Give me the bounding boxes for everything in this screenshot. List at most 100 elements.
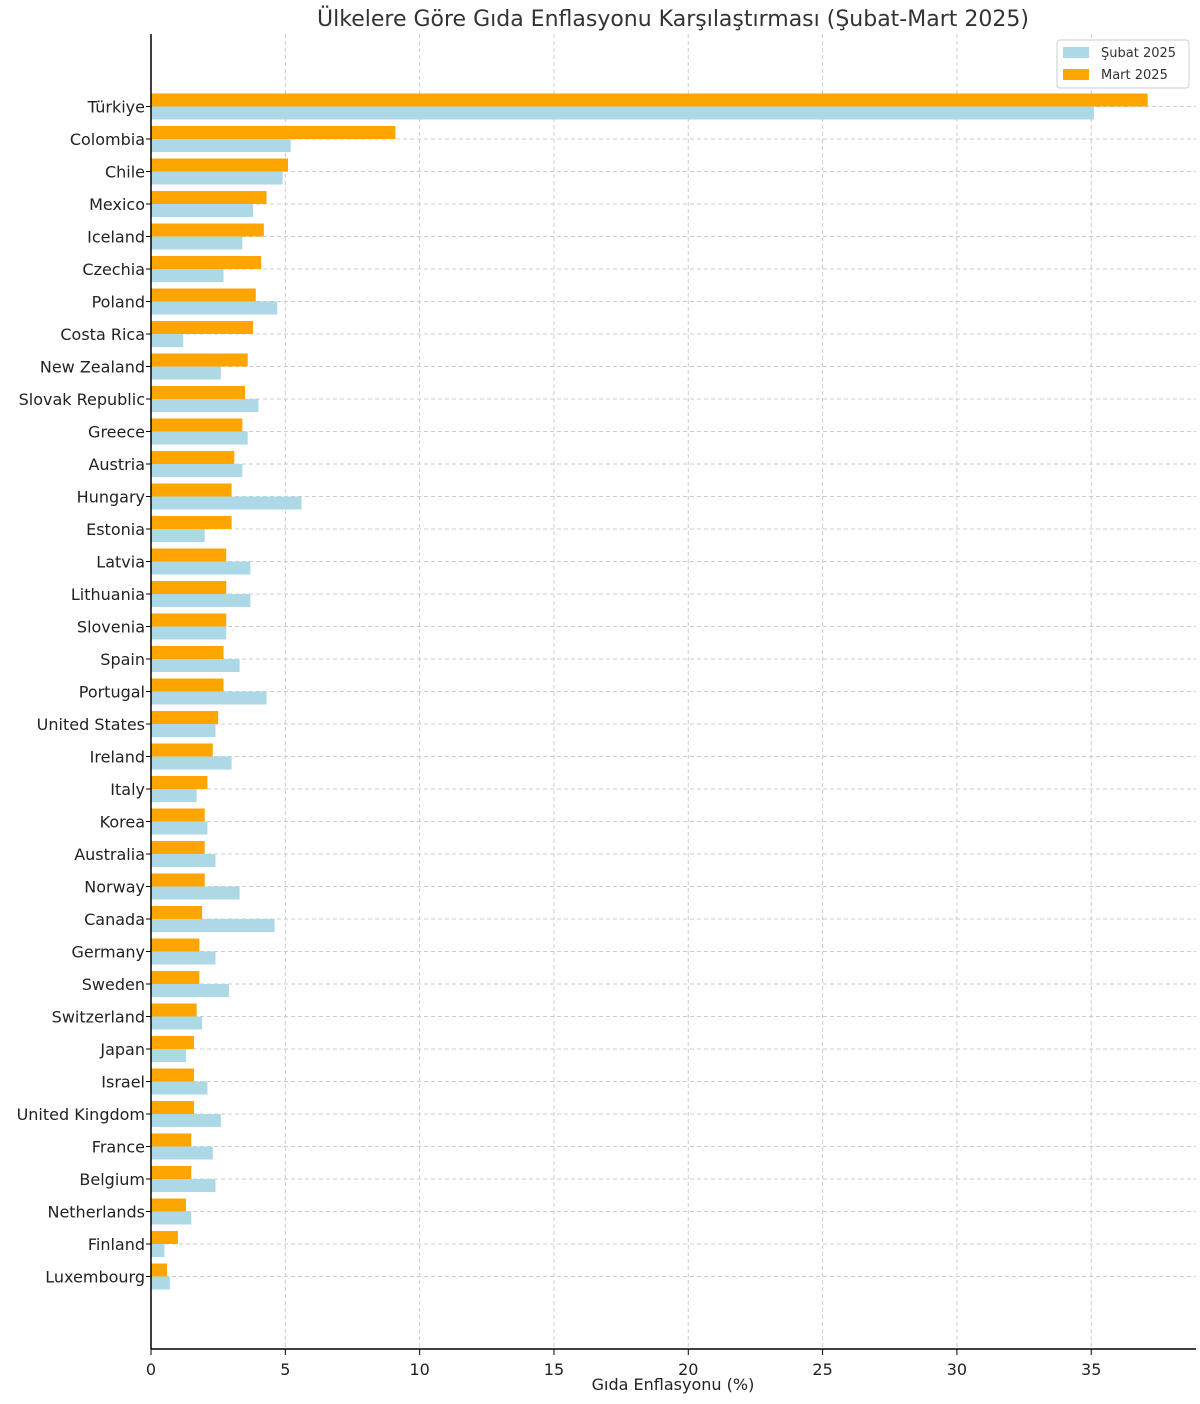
bar-mart-2025 bbox=[151, 971, 200, 984]
bar-mart-2025 bbox=[151, 678, 224, 692]
x-tick-label: 35 bbox=[1081, 1360, 1101, 1379]
bar-subat-2025 bbox=[151, 626, 227, 640]
y-tick-label: Norway bbox=[84, 878, 145, 897]
bar-mart-2025 bbox=[151, 191, 267, 204]
x-tick-label: 0 bbox=[146, 1360, 156, 1379]
x-axis-label: Gıda Enflasyonu (%) bbox=[592, 1375, 755, 1394]
bar-mart-2025 bbox=[151, 256, 262, 269]
bar-subat-2025 bbox=[151, 1114, 221, 1127]
bar-mart-2025 bbox=[151, 548, 227, 562]
bar-subat-2025 bbox=[151, 464, 243, 477]
bar-subat-2025 bbox=[151, 204, 254, 217]
bar-mart-2025 bbox=[151, 1166, 192, 1179]
bar-subat-2025 bbox=[151, 106, 1094, 120]
bar-subat-2025 bbox=[151, 1211, 192, 1225]
y-tick-label: United States bbox=[37, 715, 145, 734]
bar-mart-2025 bbox=[151, 321, 254, 334]
y-tick-label: Netherlands bbox=[47, 1203, 145, 1222]
bar-mart-2025 bbox=[151, 1231, 178, 1244]
bar-subat-2025 bbox=[151, 1016, 203, 1030]
bar-mart-2025 bbox=[151, 873, 205, 887]
y-tick-label: Latvia bbox=[96, 553, 145, 572]
bar-mart-2025 bbox=[151, 581, 227, 594]
bar-mart-2025 bbox=[151, 938, 200, 952]
bar-subat-2025 bbox=[151, 984, 229, 997]
bar-subat-2025 bbox=[151, 724, 216, 737]
bar-mart-2025 bbox=[151, 743, 213, 757]
y-tick-label: Estonia bbox=[86, 520, 145, 539]
bar-subat-2025 bbox=[151, 561, 251, 575]
bar-subat-2025 bbox=[151, 951, 216, 965]
bar-mart-2025 bbox=[151, 613, 227, 627]
bar-mart-2025 bbox=[151, 711, 219, 724]
y-tick-label: Portugal bbox=[79, 683, 145, 702]
legend: Şubat 2025 Mart 2025 bbox=[1056, 39, 1190, 89]
y-tick-label: France bbox=[92, 1138, 145, 1157]
bar-mart-2025 bbox=[151, 1198, 186, 1212]
bar-subat-2025 bbox=[151, 1081, 208, 1095]
bar-subat-2025 bbox=[151, 789, 197, 802]
x-tick-label: 15 bbox=[544, 1360, 564, 1379]
grid bbox=[151, 34, 1196, 1349]
bar-mart-2025 bbox=[151, 93, 1148, 107]
y-tick-label: Lithuania bbox=[71, 585, 145, 604]
y-tick-label: Japan bbox=[99, 1040, 145, 1059]
bar-subat-2025 bbox=[151, 1179, 216, 1192]
bar-mart-2025 bbox=[151, 841, 205, 854]
bar-mart-2025 bbox=[151, 906, 203, 919]
bar-subat-2025 bbox=[151, 171, 283, 185]
y-tick-label: Slovak Republic bbox=[19, 390, 145, 409]
bar-subat-2025 bbox=[151, 1244, 165, 1257]
bar-subat-2025 bbox=[151, 269, 224, 282]
bar-subat-2025 bbox=[151, 139, 291, 152]
y-tick-label: Slovenia bbox=[77, 618, 145, 637]
bars bbox=[151, 93, 1148, 1290]
y-tick-label: Canada bbox=[84, 910, 145, 929]
y-tick-label: United Kingdom bbox=[17, 1105, 145, 1124]
bar-subat-2025 bbox=[151, 659, 240, 672]
bar-mart-2025 bbox=[151, 158, 289, 172]
bar-mart-2025 bbox=[151, 288, 256, 302]
bar-subat-2025 bbox=[151, 691, 267, 705]
bar-mart-2025 bbox=[151, 808, 205, 822]
y-tick-label: Germany bbox=[71, 943, 145, 962]
bar-subat-2025 bbox=[151, 1276, 170, 1290]
bar-mart-2025 bbox=[151, 1003, 197, 1017]
bar-subat-2025 bbox=[151, 334, 184, 347]
y-tick-label: Iceland bbox=[87, 228, 145, 247]
bar-subat-2025 bbox=[151, 301, 278, 315]
bar-mart-2025 bbox=[151, 418, 243, 432]
x-tick-label: 20 bbox=[678, 1360, 698, 1379]
chart-title: Ülkelere Göre Gıda Enflasyonu Karşılaştı… bbox=[317, 6, 1029, 32]
y-tick-label: Ireland bbox=[90, 748, 145, 767]
y-tick-label: New Zealand bbox=[40, 358, 145, 377]
bar-subat-2025 bbox=[151, 496, 302, 510]
bar-mart-2025 bbox=[151, 483, 232, 497]
bar-mart-2025 bbox=[151, 386, 246, 399]
y-tick-label: Colombia bbox=[70, 130, 145, 149]
y-tick-label: Luxembourg bbox=[45, 1268, 145, 1287]
bar-subat-2025 bbox=[151, 366, 221, 380]
x-tick-labels: 0 5 10 15 20 25 30 35 bbox=[146, 1349, 1101, 1379]
y-tick-label: Italy bbox=[110, 780, 145, 799]
bar-subat-2025 bbox=[151, 821, 208, 835]
y-tick-label: Switzerland bbox=[52, 1008, 145, 1027]
y-tick-label: Mexico bbox=[89, 195, 145, 214]
x-tick-label: 25 bbox=[812, 1360, 832, 1379]
bar-mart-2025 bbox=[151, 1101, 194, 1114]
bar-mart-2025 bbox=[151, 1263, 168, 1277]
y-tick-labels: Türkiye Colombia Chile Mexico Iceland Czechia… bbox=[17, 98, 151, 1287]
legend-label-mart: Mart 2025 bbox=[1101, 68, 1168, 83]
bar-mart-2025 bbox=[151, 1036, 194, 1049]
bar-subat-2025 bbox=[151, 1146, 213, 1160]
bar-mart-2025 bbox=[151, 126, 396, 139]
legend-swatch-mart bbox=[1063, 69, 1089, 80]
y-tick-label: Chile bbox=[105, 163, 145, 182]
y-tick-label: Türkiye bbox=[87, 98, 145, 117]
bar-subat-2025 bbox=[151, 399, 259, 412]
bar-mart-2025 bbox=[151, 646, 224, 659]
y-tick-label: Israel bbox=[101, 1073, 145, 1092]
bar-subat-2025 bbox=[151, 594, 251, 607]
y-tick-label: Belgium bbox=[79, 1170, 145, 1189]
